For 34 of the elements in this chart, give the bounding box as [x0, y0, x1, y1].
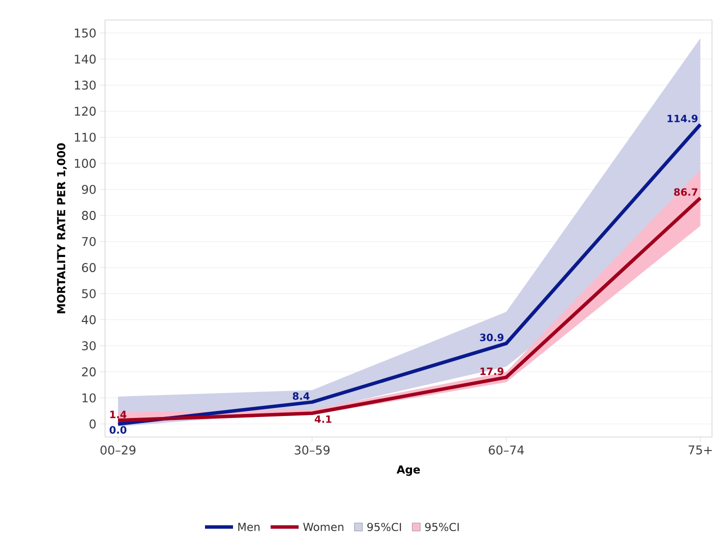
text: 95%CI [425, 522, 459, 532]
y-tick-label: 20 [82, 367, 96, 376]
data-label: 1.4 [110, 410, 126, 418]
data-label: 4.1 [314, 415, 332, 423]
y-tick-label: 80 [82, 210, 96, 220]
y-tick-label: 90 [82, 184, 96, 194]
y-tick-label: 40 [82, 315, 96, 324]
legend-label: Women [303, 522, 344, 532]
data-label: 86.7 [674, 188, 698, 196]
legend-label: Men [238, 522, 260, 532]
x-axis-title: Age [396, 465, 420, 476]
y-tick-label: 130 [74, 80, 96, 90]
data-label: 30.9 [480, 334, 504, 342]
y-tick-label: 120 [74, 106, 96, 116]
y-tick-label: 60 [82, 263, 96, 272]
text: 95%CI [367, 522, 401, 532]
y-tick-label: 140 [74, 54, 96, 64]
x-tick-label: 75+ [688, 446, 712, 454]
x-tick-label: 00–29 [100, 446, 136, 455]
y-tick-label: 150 [74, 28, 96, 38]
data-label: 114.9 [668, 114, 698, 122]
y-tick-label: 70 [82, 236, 96, 246]
data-label: 17.9 [480, 368, 504, 376]
y-tick-label: 110 [74, 132, 96, 142]
y-tick-label: 100 [74, 158, 96, 168]
x-tick-label: 30–59 [294, 446, 330, 455]
x-tick-label: 60–74 [488, 446, 524, 455]
data-label: 8.4 [292, 392, 310, 400]
y-tick-label: 0 [90, 419, 96, 428]
y-axis-title: MORTALITY RATE PER 1,000 [56, 143, 67, 314]
y-tick-label: 50 [82, 289, 96, 298]
data-label: 0.0 [110, 426, 126, 434]
y-tick-label: 30 [82, 341, 96, 350]
y-tick-label: 10 [82, 393, 96, 402]
